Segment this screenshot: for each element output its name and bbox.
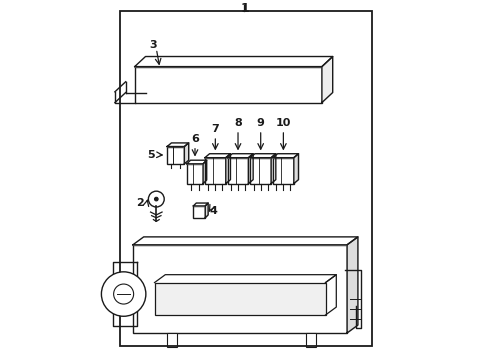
Text: 7: 7 (211, 124, 219, 134)
Polygon shape (250, 154, 275, 158)
Polygon shape (346, 237, 357, 333)
Bar (133, 245, 346, 333)
Text: 4: 4 (209, 206, 217, 216)
Polygon shape (205, 203, 208, 218)
Bar (186, 164, 203, 184)
Polygon shape (204, 154, 230, 158)
Bar (120, 11, 371, 346)
Text: 10: 10 (275, 118, 290, 128)
Polygon shape (293, 154, 298, 184)
Text: 5: 5 (147, 150, 154, 160)
Circle shape (154, 197, 158, 201)
Polygon shape (225, 154, 230, 184)
Polygon shape (203, 160, 206, 184)
Text: 1: 1 (240, 2, 248, 15)
Polygon shape (133, 237, 357, 245)
Bar (204, 158, 225, 184)
Bar (193, 206, 205, 218)
Text: 3: 3 (148, 40, 156, 50)
Bar (227, 158, 248, 184)
Circle shape (148, 191, 164, 207)
Polygon shape (184, 143, 188, 164)
Text: 6: 6 (191, 134, 199, 144)
Text: 9: 9 (256, 118, 264, 128)
Polygon shape (321, 57, 332, 103)
Polygon shape (193, 203, 208, 206)
Bar (134, 67, 321, 103)
Bar (250, 158, 270, 184)
Circle shape (113, 284, 133, 304)
Bar (167, 333, 177, 347)
Circle shape (101, 272, 145, 316)
Text: 8: 8 (234, 118, 242, 128)
Text: 2: 2 (136, 198, 143, 208)
Bar (154, 283, 325, 315)
Polygon shape (227, 154, 253, 158)
Bar (272, 158, 293, 184)
Polygon shape (167, 143, 188, 147)
Polygon shape (270, 154, 275, 184)
Polygon shape (248, 154, 253, 184)
Polygon shape (186, 160, 206, 164)
Polygon shape (272, 154, 298, 158)
Polygon shape (134, 57, 332, 67)
Bar (167, 147, 184, 164)
Bar (305, 333, 315, 347)
